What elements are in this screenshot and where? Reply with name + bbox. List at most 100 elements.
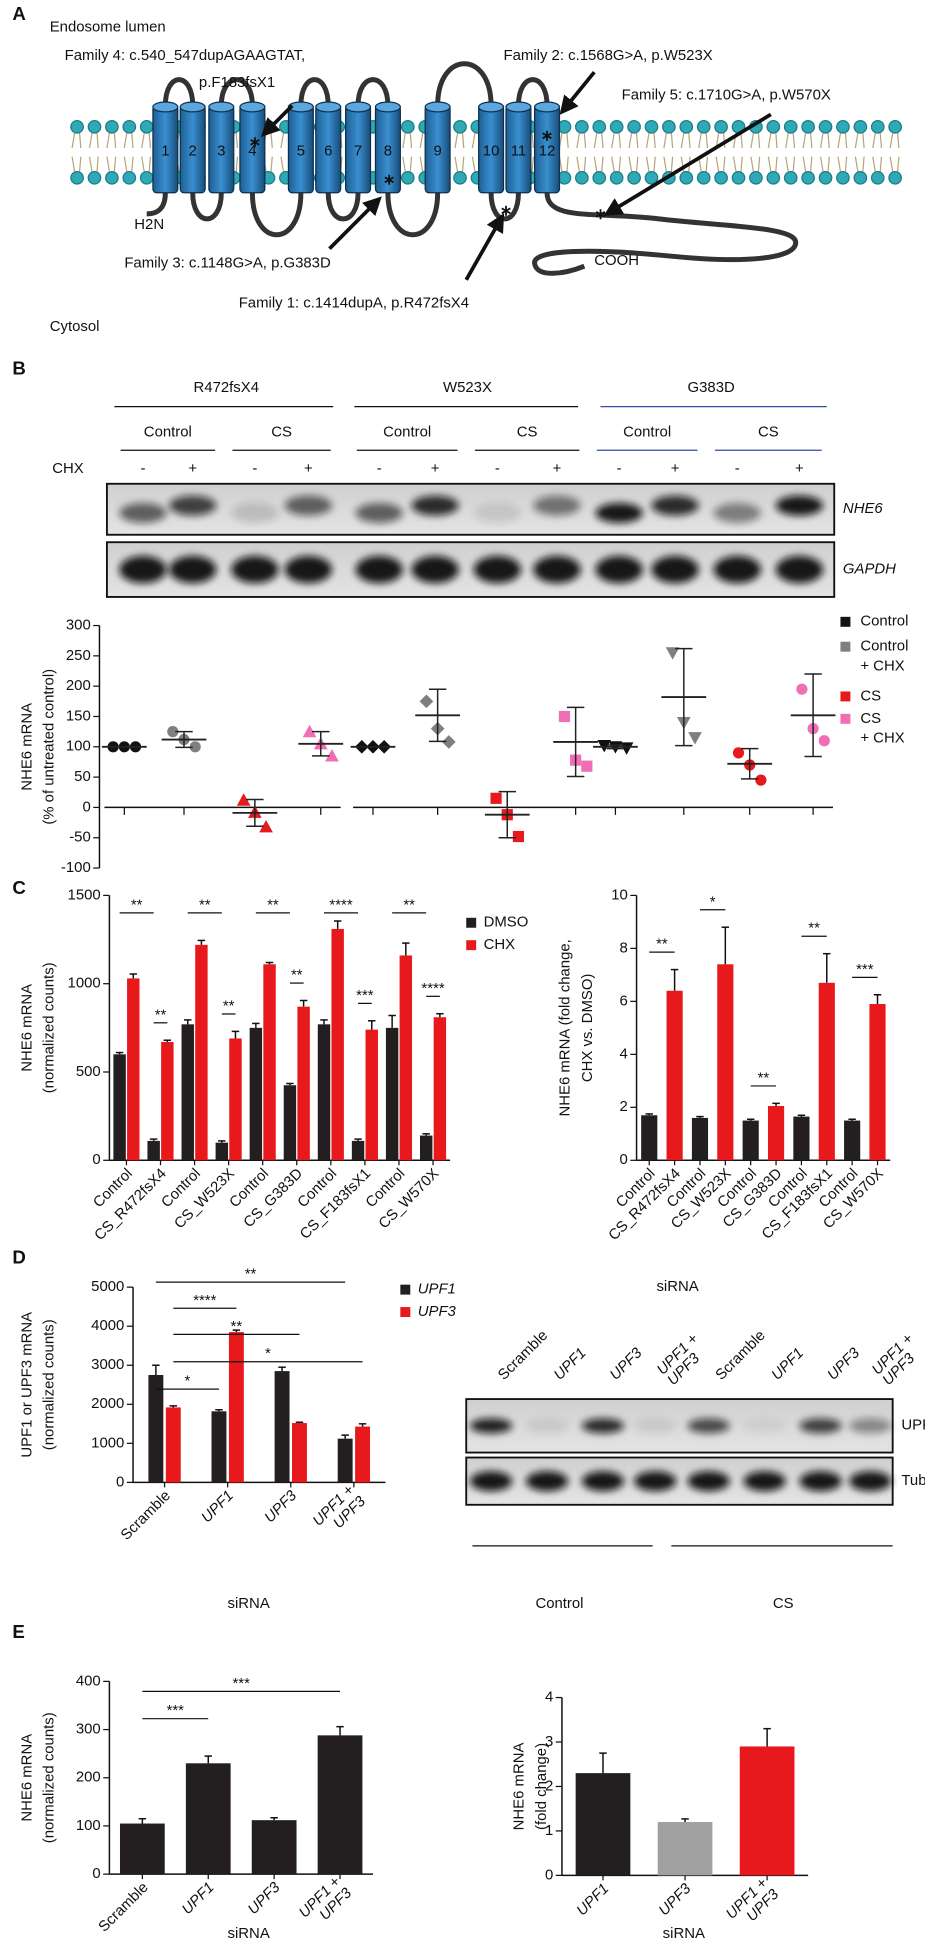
lipid-head [749,170,763,185]
legend-swatch [840,641,851,652]
sign: + [553,460,562,477]
y-tick-label: 100 [76,1817,101,1834]
lipid-tail [601,133,604,149]
bar [292,1423,307,1483]
lipid-tail [461,156,465,172]
y-tick-label: 2 [545,1777,553,1794]
significance-label: ** [131,896,143,913]
c-tail [532,192,799,276]
lipid-tail [531,133,534,149]
lipid-head [122,120,137,134]
panel-label: B [12,357,25,378]
lipid-tail [889,132,894,149]
blot [105,541,836,598]
y-axis-label: (% of untreated control) [41,669,58,825]
lipid-head [696,120,711,134]
y-tick-label: 3 [545,1733,553,1750]
helix-top [152,101,179,113]
helix-number: 10 [483,143,500,160]
arrow [464,213,505,281]
y-tick-label: -50 [69,829,91,846]
lipid-tail [862,133,865,149]
y-axis-label: NHE6 mRNA [511,1743,528,1831]
lipid-head [122,170,137,185]
lipid-head [783,120,798,134]
band [473,503,521,523]
lipid-tail [71,156,76,172]
lipid-tail [862,156,865,172]
x-tick-label: UPF3 [261,1487,300,1526]
y-tick-label: 8 [620,939,628,956]
lipid-head [836,120,850,134]
helix-top [208,101,235,113]
group-label: W523X [443,379,492,396]
bar [317,1024,331,1161]
legend-label: CS [860,687,881,704]
lipid-tail [113,156,117,172]
lipid-tail [785,132,789,149]
point [665,647,680,660]
lipid-tail [402,156,406,172]
helix-top [374,101,401,113]
bar [742,1120,759,1161]
lipid-tail [837,132,842,149]
significance-label: *** [167,1702,185,1719]
lipid-tail [854,132,859,149]
c-terminus: COOH [594,252,639,269]
bar [351,1140,365,1161]
x-tick-label: UPF1 +UPF3 [296,1873,356,1933]
lipid-tail [715,156,720,172]
lipid-tail [750,156,755,172]
lipid-tail [618,133,622,149]
lipid-tail [71,132,76,149]
lipid-tail [653,133,656,149]
lipid-tail [593,156,598,172]
lane-label: UPF1 +UPF3 [869,1330,925,1389]
y-tick-label: 150 [66,707,91,724]
bar [355,1426,371,1483]
helix-top [179,101,206,113]
lipid-head [400,120,415,134]
lipid-head [679,170,694,185]
lipid-tail [792,133,796,149]
bar [181,1024,194,1161]
y-tick-label: 300 [66,616,91,633]
lipid-head [609,170,624,185]
lipid-head [644,120,659,134]
lipid-tail [775,156,778,172]
mutation-label: Family 2: c.1568G>A, p.W523X [504,47,713,64]
band [595,503,643,523]
lipid-tail [872,132,876,149]
loop [162,77,196,106]
lipid-tail [409,133,413,149]
mutation-star: ∗ [594,206,606,223]
lipid-head [627,170,641,185]
lipid-head [714,170,728,185]
lipid-tail [280,132,285,149]
lipid-tail [88,156,93,172]
point [688,732,702,745]
band [284,555,332,584]
x-tick-label: UPF1 +UPF3 [309,1481,369,1541]
significance-label: **** [421,980,444,997]
band [634,1471,677,1492]
bar [365,1029,378,1161]
lipid-tail [635,156,639,172]
band-label: UPF1 [901,1417,925,1434]
sign: - [735,460,740,477]
band [119,555,167,584]
significance-label: ** [758,1069,770,1086]
band [169,555,217,584]
lipid-head [575,170,589,185]
bar [818,982,835,1161]
band [713,503,761,523]
lipid-tail [454,132,459,149]
band [473,555,521,584]
band [799,1418,842,1434]
significance-label: *** [856,961,874,978]
x-tick-label: UPF3 [245,1878,284,1917]
bar [739,1746,795,1876]
band [687,1418,730,1434]
band [713,555,761,584]
legend-swatch [466,940,477,951]
